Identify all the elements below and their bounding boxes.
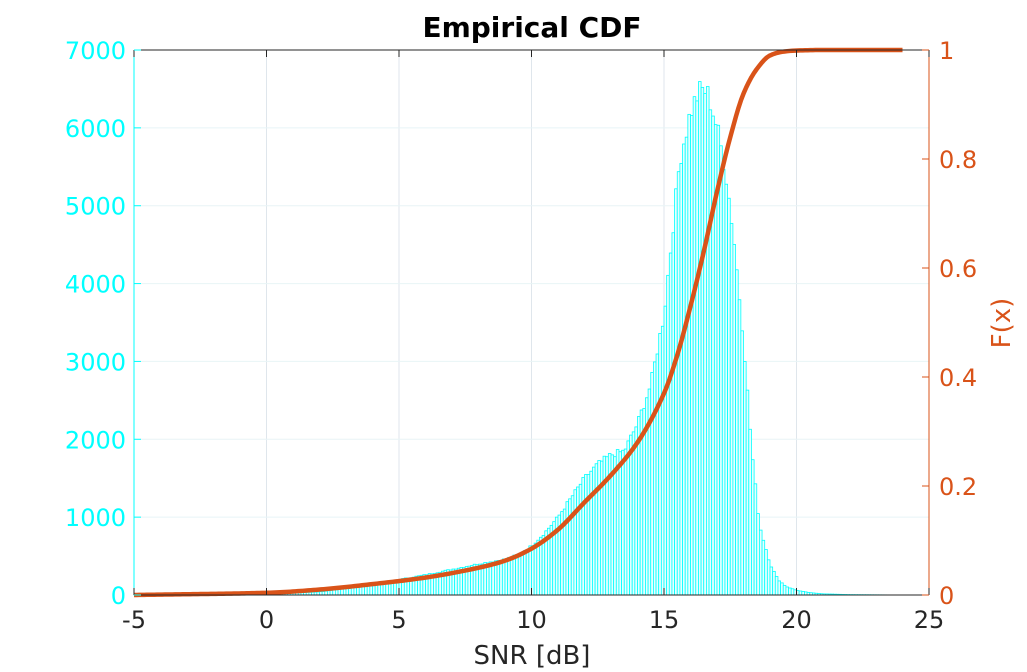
- x-tick-label: 5: [391, 606, 406, 634]
- y-tick-label: 7000: [65, 37, 126, 65]
- y2-tick-label: 0.2: [939, 473, 977, 501]
- y2-axis-label: F(x): [987, 298, 1017, 349]
- y-tick-label: 5000: [65, 193, 126, 221]
- y2-tick-label: 0.8: [939, 146, 977, 174]
- y-tick-label: 4000: [65, 271, 126, 299]
- tick-labels: -5 0 5 10 15 20 250100020003000400050006000700…: [65, 37, 977, 634]
- y2-tick-label: 0.4: [939, 364, 977, 392]
- x-tick-label: 0: [259, 606, 274, 634]
- y2-tick-label: 0: [939, 582, 954, 610]
- y2-tick-label: 1: [939, 37, 954, 65]
- x-tick-label: 25: [914, 606, 945, 634]
- histogram-bars: [133, 81, 903, 596]
- y-tick-label: 0: [111, 582, 126, 610]
- cdf-line: [133, 47, 903, 598]
- x-tick-label: 20: [781, 606, 812, 634]
- y-tick-label: 3000: [65, 348, 126, 376]
- y2-tick-label: 0.6: [939, 255, 977, 283]
- x-axis-label: SNR [dB]: [474, 641, 591, 671]
- y-tick-label: 2000: [65, 426, 126, 454]
- axes: [133, 49, 930, 596]
- x-tick-label: -5: [122, 606, 146, 634]
- chart-title: Empirical CDF: [422, 11, 641, 44]
- x-tick-label: 10: [516, 606, 547, 634]
- y-tick-label: 6000: [65, 115, 126, 143]
- cdf-line-group: [133, 47, 903, 598]
- y-tick-label: 1000: [65, 504, 126, 532]
- x-tick-label: 15: [649, 606, 680, 634]
